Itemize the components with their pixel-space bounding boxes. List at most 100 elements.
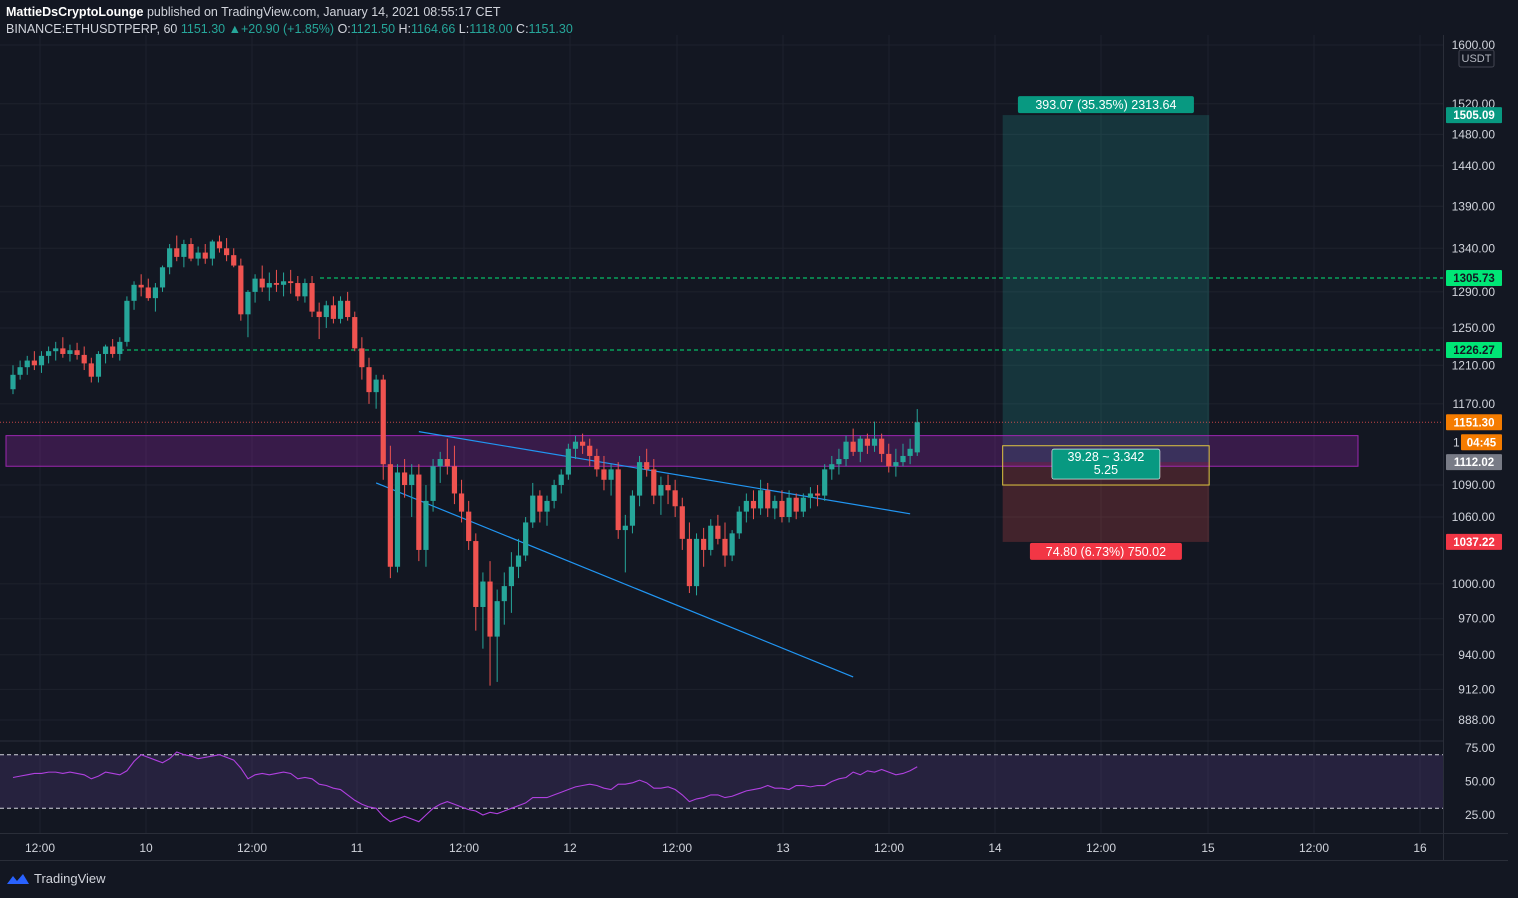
candle-body	[117, 341, 123, 354]
price-change: ▲+20.90 (+1.85%)	[228, 22, 335, 36]
badge-target-text: 1505.09	[1453, 110, 1495, 122]
price-tick-label: 1340.00	[1452, 241, 1496, 255]
candle-body	[494, 601, 500, 637]
low-label: L:	[458, 22, 470, 36]
rsi-pane	[0, 751, 1443, 823]
position-ratio-line1: 39.28 ~ 3.342	[1068, 450, 1145, 464]
position-ratio-bg	[1051, 448, 1161, 480]
candle-body	[758, 490, 764, 509]
trendlines[interactable]	[375, 431, 911, 678]
candle-body	[46, 351, 52, 356]
candle-body	[266, 283, 272, 288]
candle-body	[565, 448, 571, 475]
price-badges: 1505.09 1305.73 1226.27 1151.30 1 04:45 1112.0…	[1446, 107, 1502, 550]
candle-body	[473, 541, 479, 607]
candle-body	[879, 438, 885, 454]
position-profit-zone[interactable]	[1002, 115, 1210, 463]
candle-body	[836, 459, 842, 465]
position-target-label-text: 393.07 (35.35%) 2313.64	[1035, 98, 1176, 112]
currency-label-text: USDT	[1462, 53, 1492, 65]
candle-body	[131, 284, 137, 301]
time-tick-label: 12:00	[237, 841, 267, 855]
price-axis[interactable]: 1600.001520.001480.001440.001390.001340.…	[1452, 38, 1496, 727]
author-name[interactable]: MattieDsCryptoLounge	[6, 5, 144, 19]
rsi-band-fill	[0, 754, 1443, 809]
candle-body	[81, 354, 87, 364]
candle-body	[202, 252, 208, 259]
position-stop-label-bg	[1029, 542, 1182, 560]
candle-body	[772, 500, 778, 509]
rsi-line	[12, 751, 918, 823]
time-tick-label: 16	[1413, 841, 1427, 855]
candle-body	[715, 525, 721, 539]
candle-body	[345, 300, 351, 318]
candle-body	[295, 283, 301, 297]
candle-body	[622, 525, 628, 531]
rsi-tick-label: 75.00	[1465, 741, 1495, 755]
candle-body	[10, 374, 16, 390]
candle-body	[914, 422, 920, 453]
candle-body	[686, 538, 692, 587]
time-axis[interactable]: 12:00 10 12:00 11 12:00 12 12:00 13 12:00 14 12:00…	[25, 841, 1427, 855]
candle-body	[814, 493, 821, 496]
candle-body	[508, 566, 514, 587]
grid-lines	[0, 35, 1443, 833]
time-tick-label: 10	[139, 841, 153, 855]
candle-body	[871, 438, 878, 446]
candle-body	[537, 495, 543, 512]
price-tick-label: 970.00	[1458, 612, 1495, 626]
time-tick-label: 12:00	[662, 841, 692, 855]
candle-body	[152, 287, 158, 299]
candle-body	[88, 363, 94, 377]
candle-body	[252, 278, 258, 292]
time-tick-label: 11	[351, 841, 364, 855]
candle-body	[572, 441, 579, 449]
candle-body	[679, 506, 685, 539]
badge-stop-text: 1037.22	[1453, 537, 1495, 549]
candle-body	[159, 267, 166, 288]
candle-body	[60, 348, 66, 354]
candle-body	[288, 281, 294, 284]
candle-body	[167, 248, 173, 268]
candle-body	[209, 241, 215, 259]
candle-body	[38, 355, 45, 366]
candle-body	[651, 469, 657, 496]
candle-body	[765, 490, 771, 509]
candle-body	[601, 469, 607, 480]
partial-tick-label: 1	[1453, 435, 1460, 449]
candle-body	[850, 441, 856, 452]
candle-body	[822, 469, 828, 496]
candle-body	[231, 255, 237, 266]
price-tick-label: 1440.00	[1452, 159, 1496, 173]
tradingview-logo-icon	[7, 873, 29, 884]
candle-body	[280, 281, 287, 285]
trendline-2	[375, 482, 854, 678]
candle-body	[558, 474, 564, 486]
price-tick-label: 1290.00	[1452, 285, 1496, 299]
rsi-tick-label: 50.00	[1465, 775, 1495, 789]
close-value: 1151.30	[528, 22, 573, 36]
tradingview-brand[interactable]: TradingView	[6, 871, 106, 886]
candle-body	[24, 360, 30, 368]
candle-body	[580, 441, 586, 446]
candle-body	[900, 455, 906, 463]
badge-last-text: 1151.30	[1454, 417, 1495, 429]
candle-body	[729, 533, 735, 556]
candlestick-series	[10, 235, 920, 686]
badge-countdown-text: 04:45	[1467, 437, 1497, 449]
candle-body	[53, 348, 59, 352]
time-tick-label: 15	[1201, 841, 1215, 855]
close-label: C:	[516, 22, 529, 36]
position-stop-label-text: 74.80 (6.73%) 750.02	[1046, 545, 1166, 559]
symbol-name[interactable]: BINANCE:ETHUSDTPERP, 60	[6, 22, 178, 36]
candle-body	[259, 278, 265, 288]
candle-body	[373, 379, 379, 393]
candle-body	[337, 300, 344, 319]
price-tick-label: 1060.00	[1452, 510, 1496, 524]
position-stop-label: 74.80 (6.73%) 750.02	[1029, 542, 1182, 560]
candle-body	[31, 360, 37, 366]
position-target-label-bg	[1017, 96, 1194, 114]
badge-level2-bg	[1446, 341, 1502, 358]
candle-body	[273, 283, 280, 285]
candle-body	[74, 350, 80, 355]
